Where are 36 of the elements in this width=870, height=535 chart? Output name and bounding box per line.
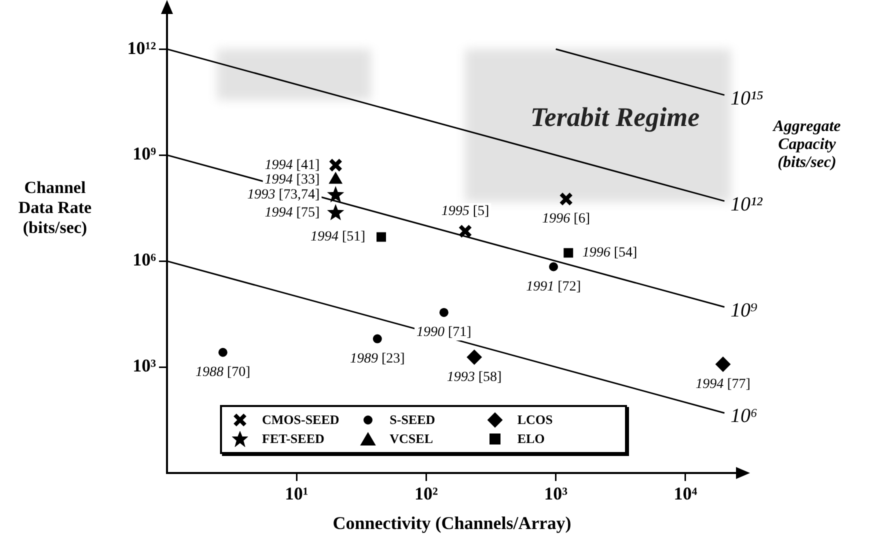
x-tick-label: 10¹ — [284, 483, 308, 504]
annotation: 1993 [73,74] — [247, 188, 320, 203]
series-label: 10⁶ — [730, 405, 758, 428]
y-axis-title: Channel Data Rate (bits/sec) — [17, 178, 93, 238]
x-tick-label: 10³ — [544, 483, 568, 504]
annotation: 1994 [41] — [264, 158, 320, 173]
annotation: 1996 [54] — [582, 246, 638, 261]
annotation: 1988 [70] — [195, 365, 250, 380]
y-tick-label: 10³ — [132, 356, 157, 376]
annotation: 1996 [6] — [542, 212, 590, 227]
y-tick-label: 10⁹ — [132, 144, 157, 164]
series-label: 10⁹ — [730, 299, 758, 322]
text: Aggregate Capacity (bits/sec) — [772, 118, 842, 172]
legend-label: CMOS-SEED — [262, 412, 340, 428]
y-tick-label: 10¹² — [127, 38, 156, 58]
x-tick-label: 10⁴ — [674, 483, 698, 504]
annotation: 1994 [77] — [696, 376, 750, 392]
legend-label: FET-SEED — [262, 431, 324, 448]
annotation: 1991 [72] — [526, 279, 581, 294]
annotation: Terabit Regime — [529, 102, 701, 133]
annotation: 1994 [33] — [264, 172, 320, 188]
annotation: 1994 [75] — [264, 206, 320, 221]
annotation: 1990 [71] — [416, 325, 472, 340]
series-label: 10¹² — [730, 193, 764, 216]
x-tick-label: 10² — [414, 483, 438, 504]
legend-label: LCOS — [517, 412, 553, 428]
annotation: 1995 [5] — [441, 204, 490, 219]
legend-label: VCSEL — [390, 431, 434, 448]
annotation: 1993 [58] — [446, 370, 502, 385]
legend-label: ELO — [517, 431, 545, 448]
x-axis-title: Connectivity (Channels/Array) — [332, 512, 572, 533]
series-label: 10¹⁵ — [730, 87, 764, 110]
legend-label: S-SEED — [390, 412, 436, 428]
annotation: 1989 [23] — [350, 351, 405, 366]
y-tick-label: 10⁶ — [132, 250, 157, 270]
annotation: 1994 [51] — [310, 230, 366, 245]
